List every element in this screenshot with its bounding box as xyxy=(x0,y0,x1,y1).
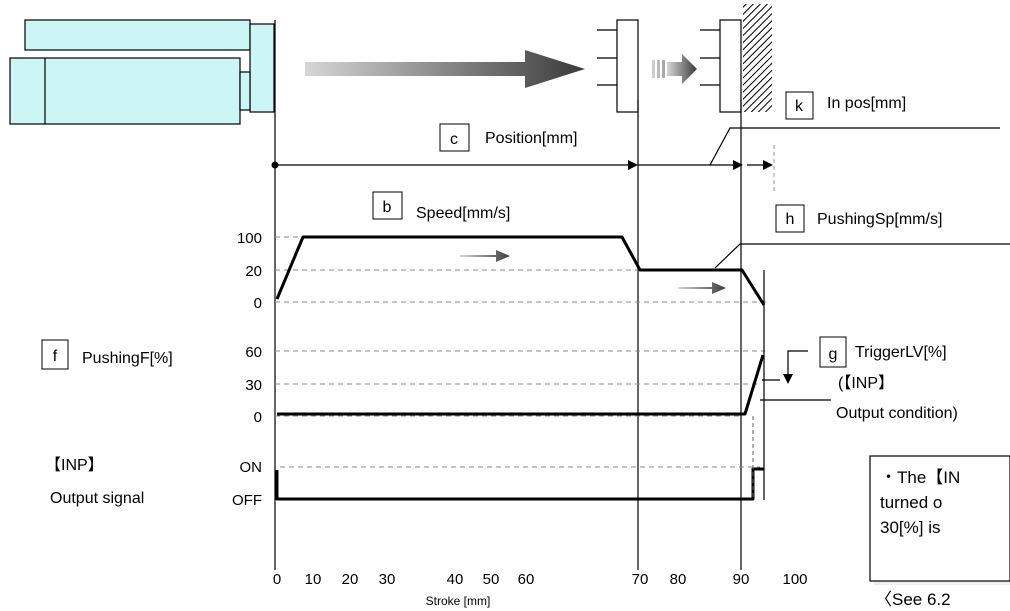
speed-tick-0: 0 xyxy=(254,295,262,312)
motion-arrow xyxy=(305,50,585,88)
pushing-f-letter: f xyxy=(53,348,58,365)
small-motion-arrow xyxy=(652,54,697,84)
pushing-sp-letter: h xyxy=(786,211,795,228)
stroke-tick-100: 100 xyxy=(782,571,807,588)
stroke-tick-90: 90 xyxy=(733,571,750,588)
force-tick-30: 30 xyxy=(245,377,262,394)
speed-label: b Speed[mm/s] xyxy=(372,191,510,222)
note-line2: turned o xyxy=(880,493,942,512)
stroke-tick-70: 70 xyxy=(632,571,649,588)
stroke-tick-40: 40 xyxy=(447,571,464,588)
rod-end-pushing xyxy=(700,19,742,113)
stroke-tick-0: 0 xyxy=(273,571,281,588)
signal-tick-off: OFF xyxy=(232,492,262,509)
pushing-f-text: PushingF[%] xyxy=(82,350,173,367)
rod-end-approach xyxy=(597,19,639,113)
stroke-axis-label: Stroke [mm] xyxy=(426,594,491,608)
trigger-lv-letter: g xyxy=(829,346,838,363)
speed-text: Speed[mm/s] xyxy=(416,205,510,222)
pushing-sp-label: h PushingSp[mm/s] xyxy=(775,204,942,233)
signal-tick-on: ON xyxy=(240,459,263,476)
stroke-tick-30: 30 xyxy=(379,571,396,588)
note-line3: 30[%] is xyxy=(880,518,940,537)
stroke-tick-60: 60 xyxy=(518,571,535,588)
see-reference: 〈See 6.2 xyxy=(875,590,951,609)
inp-signal-profile xyxy=(275,467,764,501)
stroke-tick-10: 10 xyxy=(305,571,322,588)
in-pos-letter: k xyxy=(795,98,804,115)
stroke-tick-50: 50 xyxy=(483,571,500,588)
note-line1: ・The【IN xyxy=(880,468,960,487)
in-pos-text: In pos[mm] xyxy=(827,95,906,112)
pushing-force-profile xyxy=(277,354,765,416)
speed-tick-100: 100 xyxy=(237,230,262,247)
actuator-illustration xyxy=(9,19,275,125)
inp-condition-line1: (【INP】 xyxy=(838,375,894,392)
trigger-lv-text: TriggerLV[%] xyxy=(855,344,947,361)
signal-ticks: ON OFF xyxy=(232,459,262,509)
inp-signal-line1: 【INP】 xyxy=(45,457,104,474)
speed-letter: b xyxy=(383,199,392,216)
stroke-tick-20: 20 xyxy=(342,571,359,588)
in-pos-label: k In pos[mm] xyxy=(785,91,906,120)
speed-ticks: 100 20 0 xyxy=(237,230,262,312)
speed-profile xyxy=(275,235,766,306)
position-label: c Position[mm] xyxy=(439,123,577,152)
workpiece-wall xyxy=(743,4,772,112)
stroke-tick-80: 80 xyxy=(670,571,687,588)
force-tick-0: 0 xyxy=(254,409,262,426)
inp-condition-line2: Output condition) xyxy=(836,405,958,422)
force-ticks: 60 30 0 xyxy=(245,344,262,426)
note-box: ・The【IN turned o 30[%] is xyxy=(869,455,1010,585)
speed-tick-20: 20 xyxy=(245,263,262,280)
inp-signal-line2: Output signal xyxy=(50,490,144,507)
position-text: Position[mm] xyxy=(485,130,577,147)
trigger-lv-label: g TriggerLV[%] xyxy=(819,336,947,368)
pushing-sp-text: PushingSp[mm/s] xyxy=(817,211,942,228)
stroke-ticks: 0 10 20 30 40 50 60 70 80 90 100 xyxy=(273,571,808,588)
position-letter: c xyxy=(450,131,458,148)
force-tick-60: 60 xyxy=(245,344,262,361)
pushing-f-label: f PushingF[%] xyxy=(41,339,173,370)
